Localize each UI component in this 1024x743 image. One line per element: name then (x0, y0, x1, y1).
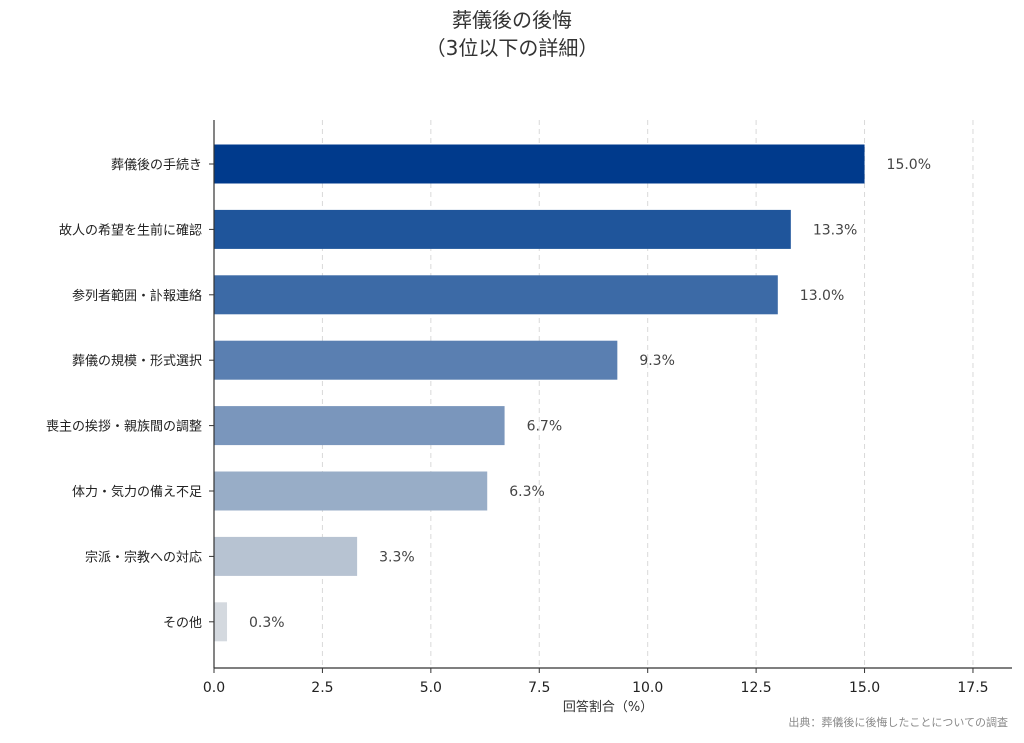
x-tick-label: 2.5 (311, 680, 333, 696)
axes: 葬儀後の手続き故人の希望を生前に確認参列者範囲・訃報連絡葬儀の規模・形式選択喪主… (46, 120, 1012, 696)
category-label: 故人の希望を生前に確認 (59, 222, 202, 238)
bar (214, 471, 488, 511)
bar (214, 209, 791, 249)
source-note: 出典：葬儀後に後悔したことについての調査 (788, 715, 1008, 729)
chart-title-line1: 葬儀後の後悔 (452, 8, 572, 32)
bar-value-label: 9.3% (639, 353, 675, 369)
bar-value-label: 0.3% (249, 615, 285, 631)
bar (214, 144, 865, 184)
x-tick-label: 5.0 (420, 680, 442, 696)
grid-lines (321, 120, 974, 668)
bars: 15.0% 13.3% 13.0% 9.3% 6.7% 6.3% 3.3% 0.3% (214, 144, 931, 642)
category-label: 葬儀後の手続き (111, 158, 202, 173)
category-label: 参列者範囲・訃報連絡 (72, 288, 202, 304)
bar-value-label: 6.3% (509, 484, 545, 500)
bar-value-label: 15.0% (887, 157, 931, 173)
bar (214, 340, 618, 380)
category-label: 葬儀の規模・形式選択 (72, 354, 202, 369)
bar-value-label: 13.3% (813, 222, 857, 238)
bar-value-label: 3.3% (379, 549, 415, 565)
category-label: 宗派・宗教への対応 (85, 549, 202, 565)
x-tick-label: 7.5 (528, 680, 550, 696)
x-tick-label: 0.0 (203, 680, 225, 696)
x-tick-label: 12.5 (741, 680, 772, 696)
bar-value-label: 6.7% (527, 419, 563, 435)
chart-title-line2: （3位以下の詳細） (426, 36, 599, 60)
bar (214, 406, 505, 446)
bar (214, 536, 358, 576)
x-axis-label: 回答割合（%） (563, 699, 653, 715)
bar (214, 275, 778, 315)
category-label: 喪主の挨拶・親族間の調整 (46, 419, 202, 435)
bar-value-label: 13.0% (800, 288, 844, 304)
x-tick-label: 17.5 (957, 680, 988, 696)
bar (214, 602, 228, 642)
x-tick-label: 15.0 (849, 680, 880, 696)
category-label: 体力・気力の備え不足 (72, 484, 202, 500)
category-label: その他 (163, 616, 202, 631)
x-tick-label: 10.0 (632, 680, 663, 696)
